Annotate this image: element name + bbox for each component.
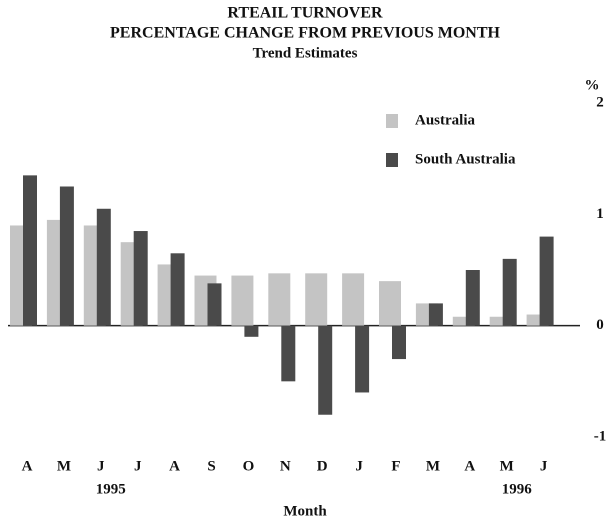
bar <box>539 236 554 326</box>
bar <box>379 281 401 326</box>
bar <box>207 283 222 326</box>
bar <box>305 273 328 326</box>
bar <box>502 258 517 326</box>
bar <box>428 303 443 326</box>
x-tick-label: N <box>280 458 291 474</box>
legend-swatch <box>386 114 398 128</box>
y-tick-label: 2 <box>596 94 604 110</box>
y-tick-label: -1 <box>594 428 607 444</box>
bar <box>355 325 370 393</box>
x-tick-label: A <box>169 458 180 474</box>
y-axis-label: % <box>585 77 600 93</box>
x-tick-label: J <box>355 458 363 474</box>
x-tick-label: S <box>207 458 215 474</box>
bar <box>268 273 291 326</box>
x-tick-label: M <box>500 458 514 474</box>
x-axis-label: Month <box>283 503 327 519</box>
legend-swatch <box>386 153 398 167</box>
x-tick-label: D <box>317 458 328 474</box>
x-tick-label: J <box>134 458 142 474</box>
legend-label: South Australia <box>415 151 516 167</box>
chart-subtitle: PERCENTAGE CHANGE FROM PREVIOUS MONTH <box>110 25 500 42</box>
chart-title: RTEAIL TURNOVER <box>227 5 383 22</box>
x-tick-label: F <box>391 458 400 474</box>
bar <box>170 253 185 326</box>
y-tick-label: 0 <box>596 317 604 333</box>
legend-label: Australia <box>415 112 476 128</box>
x-tick-label: A <box>22 458 33 474</box>
bar <box>23 175 37 326</box>
year-label: 1995 <box>96 481 126 497</box>
bar <box>96 208 111 326</box>
bar <box>231 275 254 326</box>
bar <box>342 273 365 326</box>
x-tick-label: J <box>540 458 548 474</box>
bar <box>392 325 406 360</box>
bar <box>526 314 549 326</box>
year-label: 1996 <box>502 481 533 497</box>
bar <box>489 316 512 326</box>
y-tick-label: 1 <box>596 206 604 222</box>
bar <box>59 186 74 326</box>
x-tick-label: A <box>464 458 475 474</box>
chart-subtitle: Trend Estimates <box>253 45 358 61</box>
bar <box>452 316 475 326</box>
x-tick-label: O <box>243 458 255 474</box>
bar <box>465 270 480 326</box>
bar <box>133 231 148 326</box>
bar <box>244 325 259 337</box>
x-tick-label: M <box>426 458 440 474</box>
bar <box>318 325 333 415</box>
x-tick-label: M <box>57 458 71 474</box>
bar <box>281 325 296 382</box>
x-tick-label: J <box>97 458 105 474</box>
